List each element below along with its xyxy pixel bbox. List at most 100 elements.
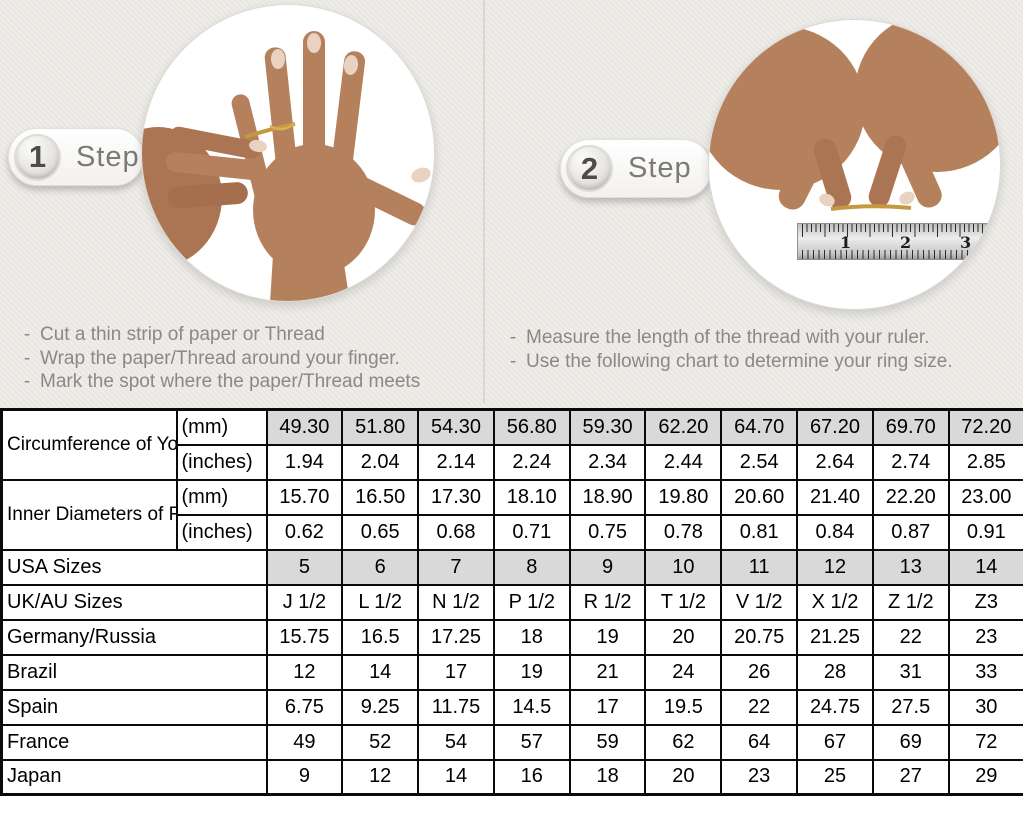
ruler-number: 2	[900, 233, 912, 252]
size-value: 0.75	[568, 513, 647, 551]
size-value: 24.75	[796, 688, 874, 726]
step-2-label: Step	[628, 152, 692, 184]
size-value: 54	[417, 723, 495, 761]
size-value: 16.50	[341, 478, 420, 516]
size-value: 18	[568, 758, 647, 796]
size-value: 18.10	[492, 478, 571, 516]
ruler-number: 1	[840, 233, 852, 252]
size-value: 64	[720, 723, 799, 761]
size-value: 57	[492, 723, 571, 761]
size-value: 30	[947, 688, 1023, 726]
row-label: Brazil	[0, 653, 268, 691]
size-value: 9	[265, 758, 344, 796]
size-value: 9.25	[341, 688, 420, 726]
step-2-number: 2	[566, 145, 613, 192]
size-value: 12	[796, 548, 874, 586]
step-1-badge: 1 Step	[8, 128, 144, 186]
table-row: Inner Diameters of Rings(mm)15.7016.5017…	[0, 478, 1023, 551]
size-value: 23	[947, 618, 1023, 656]
hands-holding-thread-illustration	[709, 20, 1000, 211]
size-value: 2.64	[796, 443, 874, 481]
size-value: 8	[492, 548, 571, 586]
size-value: 2.74	[871, 443, 950, 481]
size-value: 25	[796, 758, 874, 796]
size-value: 0.91	[947, 513, 1023, 551]
bullet-dash: -	[509, 350, 517, 372]
size-value: 5	[265, 548, 344, 586]
size-value: 27.5	[871, 688, 950, 726]
size-value: 56.80	[492, 408, 571, 446]
instruction-text: Measure the length of the thread with yo…	[526, 327, 930, 348]
instruction-text: Mark the spot where the paper/Thread mee…	[40, 371, 421, 392]
size-value: T 1/2	[644, 583, 723, 621]
size-value: 2.14	[417, 443, 495, 481]
size-value: 72	[947, 723, 1023, 761]
unit-label: (inches)	[175, 443, 268, 481]
size-value: 14.5	[492, 688, 571, 726]
size-value: L 1/2	[341, 583, 420, 621]
size-value: 7	[417, 548, 495, 586]
size-value: 2.85	[947, 443, 1023, 481]
size-value: 0.78	[644, 513, 723, 551]
row-label: France	[0, 723, 268, 761]
size-value: 16.5	[341, 618, 420, 656]
size-value: 0.81	[720, 513, 799, 551]
step-2-instructions: - Measure the length of the thread with y…	[500, 326, 953, 373]
size-value: 51.80	[341, 408, 420, 446]
size-value: 20	[644, 618, 723, 656]
size-value: P 1/2	[492, 583, 571, 621]
size-value: N 1/2	[417, 583, 495, 621]
size-value: Z 1/2	[871, 583, 950, 621]
size-value: 12	[341, 758, 420, 796]
row-label: Inner Diameters of Rings	[0, 478, 178, 551]
size-value: 64.70	[720, 408, 799, 446]
step-1-label: Step	[76, 140, 140, 173]
size-value: 0.68	[417, 513, 495, 551]
row-label: USA Sizes	[0, 548, 268, 586]
fingernail	[271, 49, 285, 69]
size-value: 31	[871, 653, 950, 691]
row-label: Spain	[0, 688, 268, 726]
hand-with-thread-illustration	[142, 31, 431, 301]
size-value: 6.75	[265, 688, 344, 726]
size-value: Z3	[947, 583, 1023, 621]
instruction-line: - Use the following chart to determine yo…	[500, 350, 953, 374]
unit-label: (mm)	[175, 408, 268, 446]
step-1-number: 1	[14, 133, 61, 181]
step-1-photo	[141, 4, 435, 302]
size-value: 27	[871, 758, 950, 796]
bullet-dash: -	[509, 327, 517, 348]
unit-label: (mm)	[175, 478, 268, 516]
table-row: UK/AU Sizes J 1/2 L 1/2 N 1/2 P 1/2 R 1/2 T 1/…	[0, 583, 1023, 621]
ruler-illustration: 1 2 3	[797, 223, 997, 260]
ring-size-conversion-table: Circumference of Your Finger(mm)49.3051.…	[0, 408, 1023, 796]
size-value: 0.71	[492, 513, 571, 551]
size-value: X 1/2	[796, 583, 874, 621]
bullet-dash: -	[23, 347, 31, 369]
size-value: 2.34	[568, 443, 647, 481]
size-value: 0.84	[796, 513, 874, 551]
size-value: 49.30	[265, 408, 344, 446]
unit-label: (inches)	[175, 513, 268, 551]
size-value: 14	[417, 758, 495, 796]
size-value: 69.70	[871, 408, 950, 446]
table-row: Japan 9 12 14 16 18 20 23 25 27 29	[0, 758, 1023, 796]
size-value: 14	[341, 653, 420, 691]
ruler-number: 3	[960, 233, 972, 252]
bullet-dash: -	[23, 324, 31, 345]
size-value: 59.30	[568, 408, 647, 446]
table-row: (inches) 0.62 0.65 0.68 0.71 0.75 0.78 0.81 0.84…	[2, 513, 1023, 551]
size-value: 11.75	[417, 688, 495, 726]
size-value: 21.25	[796, 618, 874, 656]
size-value: 11	[720, 548, 799, 586]
size-value: 10	[644, 548, 723, 586]
size-value: 69	[871, 723, 950, 761]
size-value: 13	[871, 548, 950, 586]
size-value: R 1/2	[568, 583, 647, 621]
size-value: 19.5	[644, 688, 723, 726]
size-value: 21	[568, 653, 647, 691]
table-row: Spain 6.75 9.25 11.75 14.5 17 19.5 22 24.75 27.5 3…	[0, 688, 1023, 726]
size-value: J 1/2	[265, 583, 344, 621]
gold-thread	[830, 204, 912, 211]
